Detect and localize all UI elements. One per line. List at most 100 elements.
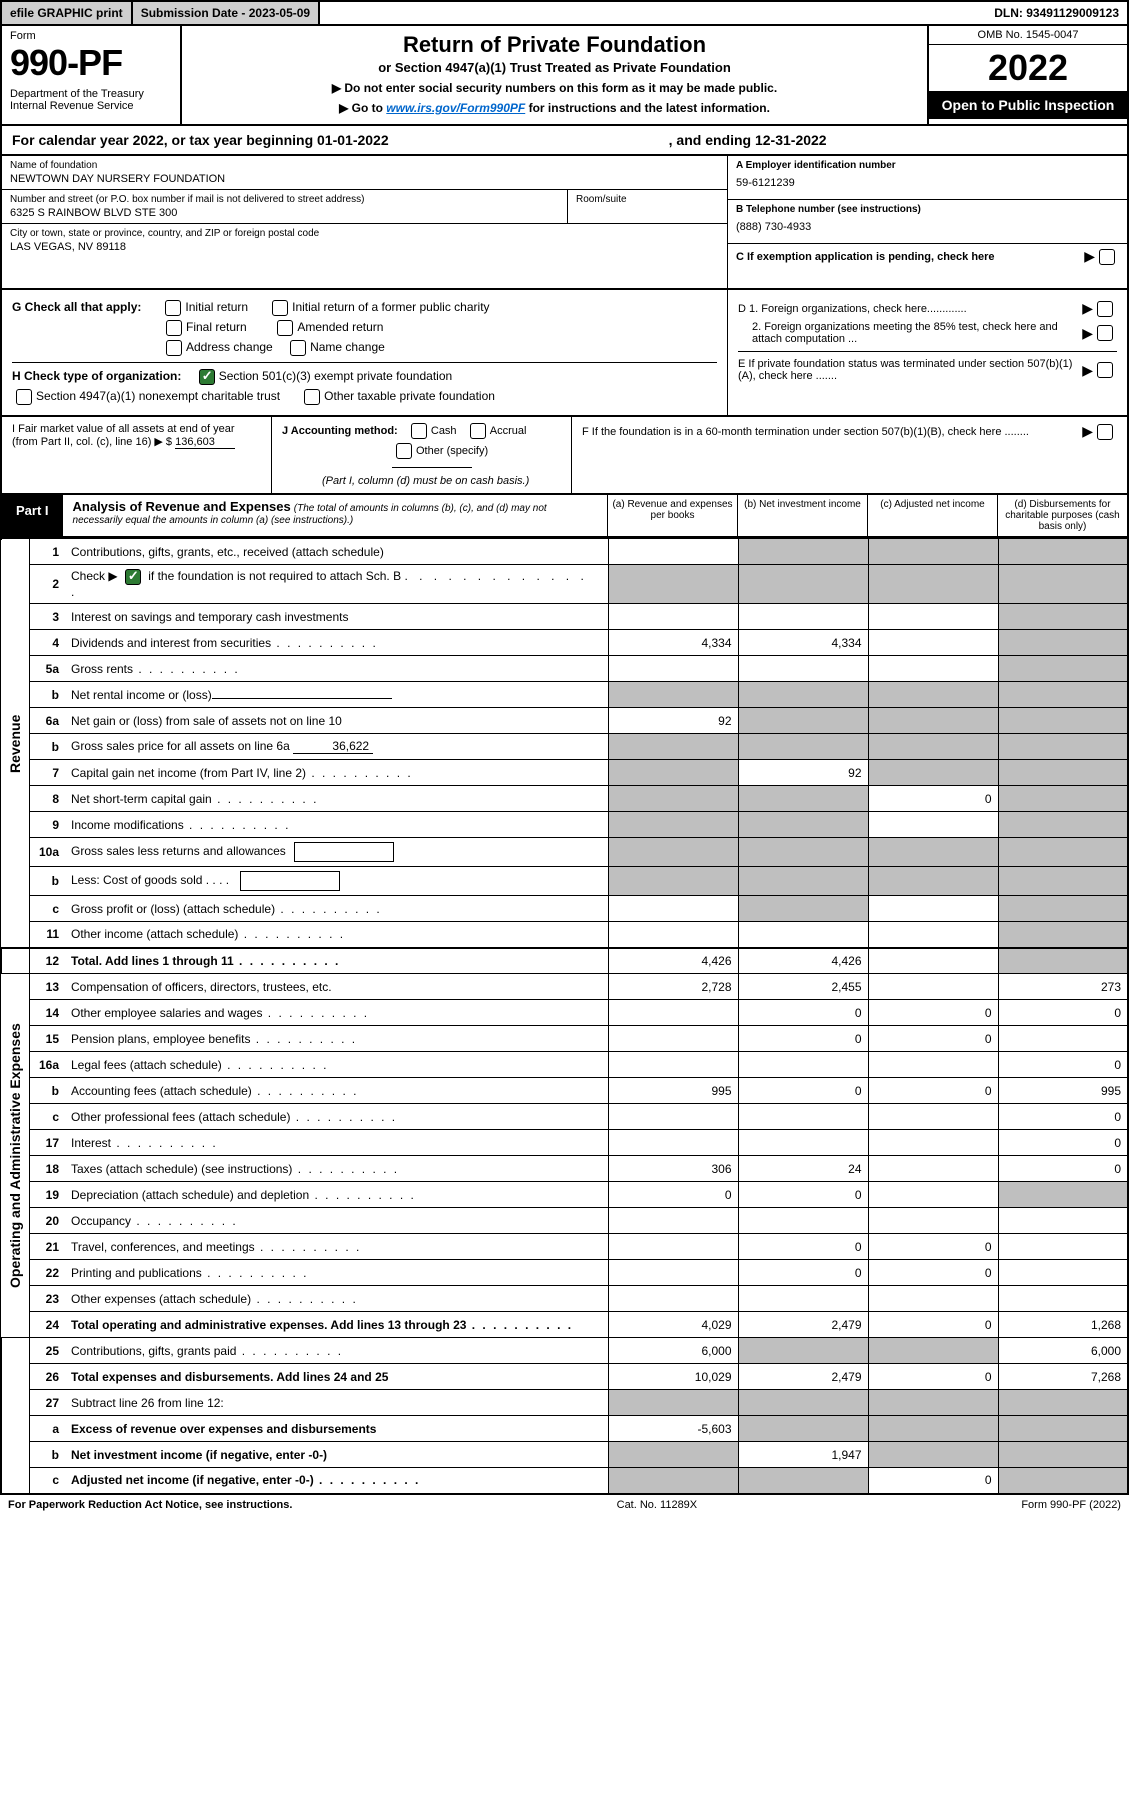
f-checkbox[interactable]: [1097, 424, 1113, 440]
d-e-section: D 1. Foreign organizations, check here..…: [727, 290, 1127, 415]
d2-checkbox[interactable]: [1097, 325, 1113, 341]
r16a-c: [868, 1052, 998, 1078]
g-final-return-checkbox[interactable]: [166, 320, 182, 336]
r12-d: [998, 948, 1128, 974]
ln-20: 20: [29, 1208, 65, 1234]
submission-date-value: 2023-05-09: [249, 6, 310, 20]
desc-8: Net short-term capital gain: [65, 786, 608, 812]
table-row: 11Other income (attach schedule): [1, 922, 1128, 948]
r12-a: 4,426: [608, 948, 738, 974]
r25-a: 6,000: [608, 1338, 738, 1364]
r20-a: [608, 1208, 738, 1234]
g-address-change-checkbox[interactable]: [166, 340, 182, 356]
table-row: cOther professional fees (attach schedul…: [1, 1104, 1128, 1130]
desc-21: Travel, conferences, and meetings: [65, 1234, 608, 1260]
r22-c: 0: [868, 1260, 998, 1286]
table-row: 7Capital gain net income (from Part IV, …: [1, 760, 1128, 786]
h-4947-checkbox[interactable]: [16, 389, 32, 405]
r2-checkbox[interactable]: [125, 569, 141, 585]
d2-label: 2. Foreign organizations meeting the 85%…: [738, 321, 1082, 345]
r27b-a: [608, 1442, 738, 1468]
r2-pre: Check ▶: [71, 569, 118, 583]
r8-a: [608, 786, 738, 812]
table-row: 25Contributions, gifts, grants paid6,000…: [1, 1338, 1128, 1364]
r9-c: [868, 812, 998, 838]
g-name-change-checkbox[interactable]: [290, 340, 306, 356]
table-row: 21Travel, conferences, and meetings00: [1, 1234, 1128, 1260]
r6a-b: [738, 708, 868, 734]
table-row: 2 Check ▶ if the foundation is not requi…: [1, 565, 1128, 604]
table-row: 18Taxes (attach schedule) (see instructi…: [1, 1156, 1128, 1182]
r27c-c: 0: [868, 1468, 998, 1494]
ln-22: 22: [29, 1260, 65, 1286]
r7-d: [998, 760, 1128, 786]
desc-12: Total. Add lines 1 through 11: [65, 948, 608, 974]
r10a-d: [998, 838, 1128, 867]
room-cell: Room/suite: [567, 190, 727, 223]
ln-21: 21: [29, 1234, 65, 1260]
irs-link[interactable]: www.irs.gov/Form990PF: [386, 101, 525, 115]
g-initial-return-checkbox[interactable]: [165, 300, 181, 316]
r20-d: [998, 1208, 1128, 1234]
arrow-icon: ▶: [1082, 423, 1093, 440]
col-d-head: (d) Disbursements for charitable purpose…: [997, 495, 1127, 536]
efile-print-button[interactable]: efile GRAPHIC print: [2, 2, 133, 24]
r27b-d: [998, 1442, 1128, 1468]
g-initial-former-checkbox[interactable]: [272, 300, 288, 316]
r16c-d: 0: [998, 1104, 1128, 1130]
r19-a: 0: [608, 1182, 738, 1208]
r5b-a: [608, 682, 738, 708]
table-row: 3Interest on savings and temporary cash …: [1, 604, 1128, 630]
ln-11: 11: [29, 922, 65, 948]
r27c-a: [608, 1468, 738, 1494]
d1-label: D 1. Foreign organizations, check here..…: [738, 303, 1082, 315]
tax-year: 2022: [929, 45, 1127, 91]
r3-d: [998, 604, 1128, 630]
omb-number: OMB No. 1545-0047: [929, 26, 1127, 45]
footer-left: For Paperwork Reduction Act Notice, see …: [8, 1499, 292, 1511]
r25-c: [868, 1338, 998, 1364]
table-row: cAdjusted net income (if negative, enter…: [1, 1468, 1128, 1494]
submission-date: Submission Date - 2023-05-09: [133, 2, 320, 24]
r11-a: [608, 922, 738, 948]
r16b-a: 995: [608, 1078, 738, 1104]
j-other-checkbox[interactable]: [396, 443, 412, 459]
revenue-side-label: Revenue: [1, 539, 29, 948]
part-1-table: Revenue 1 Contributions, gifts, grants, …: [0, 538, 1129, 1495]
r27a-c: [868, 1416, 998, 1442]
table-row: Revenue 1 Contributions, gifts, grants, …: [1, 539, 1128, 565]
desc-16c: Other professional fees (attach schedule…: [65, 1104, 608, 1130]
j-accrual: Accrual: [490, 425, 527, 437]
e-checkbox[interactable]: [1097, 362, 1113, 378]
r26-d: 7,268: [998, 1364, 1128, 1390]
exemption-cell: C If exemption application is pending, c…: [728, 244, 1127, 288]
d1-checkbox[interactable]: [1097, 301, 1113, 317]
info-left: Name of foundation NEWTOWN DAY NURSERY F…: [2, 156, 727, 288]
r27a-d: [998, 1416, 1128, 1442]
r2-b: [738, 565, 868, 604]
top-bar: efile GRAPHIC print Submission Date - 20…: [0, 0, 1129, 26]
r15-b: 0: [738, 1026, 868, 1052]
ln-17: 17: [29, 1130, 65, 1156]
ein-cell: A Employer identification number 59-6121…: [728, 156, 1127, 200]
desc-11: Other income (attach schedule): [65, 922, 608, 948]
c-checkbox[interactable]: [1099, 249, 1115, 265]
address-row: Number and street (or P.O. box number if…: [2, 190, 727, 224]
part-1-label: Part I: [2, 495, 63, 536]
h-other-taxable-checkbox[interactable]: [304, 389, 320, 405]
r26-a: 10,029: [608, 1364, 738, 1390]
j-accrual-checkbox[interactable]: [470, 423, 486, 439]
h-501c3-checkbox[interactable]: [199, 369, 215, 385]
g-opt-5: Name change: [310, 340, 385, 354]
desc-6a: Net gain or (loss) from sale of assets n…: [65, 708, 608, 734]
j-cash-checkbox[interactable]: [411, 423, 427, 439]
table-row: bNet rental income or (loss): [1, 682, 1128, 708]
g-amended-checkbox[interactable]: [277, 320, 293, 336]
f-label: F If the foundation is in a 60-month ter…: [582, 426, 1082, 438]
desc-5b: Net rental income or (loss): [65, 682, 608, 708]
instr2-pre: ▶ Go to: [339, 101, 386, 115]
r24-b: 2,479: [738, 1312, 868, 1338]
header-right: OMB No. 1545-0047 2022 Open to Public In…: [927, 26, 1127, 124]
form-number: 990-PF: [10, 42, 172, 84]
table-row: 14Other employee salaries and wages000: [1, 1000, 1128, 1026]
